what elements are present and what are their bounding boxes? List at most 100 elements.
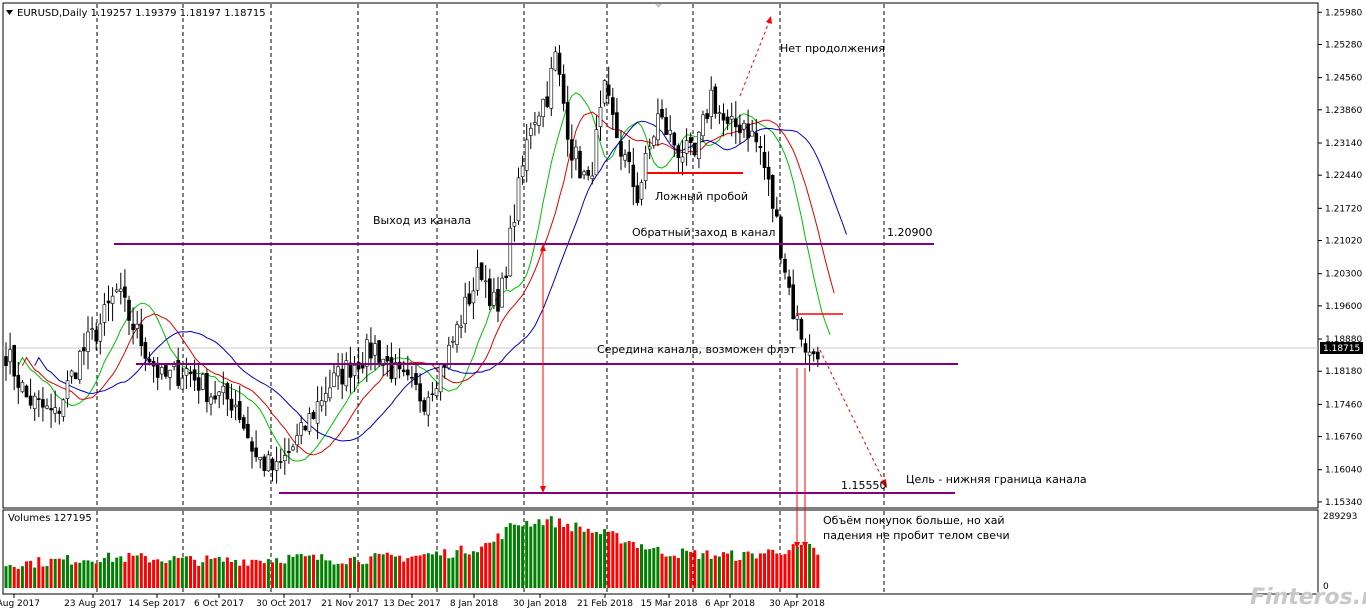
- volume-bar: [291, 556, 295, 588]
- volume-bar: [205, 555, 209, 588]
- volume-bar: [623, 542, 627, 588]
- volume-bar: [189, 556, 192, 588]
- volume-bar: [730, 550, 734, 588]
- volume-bar: [176, 557, 180, 588]
- volume-bar: [365, 563, 369, 588]
- candle: [65, 370, 70, 408]
- false-breakout-label: Ложный пробой: [655, 190, 748, 203]
- candle: [643, 145, 648, 190]
- volume-bar: [754, 558, 758, 588]
- volume-bar: [353, 556, 356, 588]
- candle: [504, 266, 509, 290]
- volume-bar: [41, 566, 45, 588]
- volume-bar: [90, 561, 94, 588]
- candle: [746, 109, 750, 152]
- candle: [451, 336, 455, 348]
- volume-bar: [193, 559, 197, 588]
- candle: [73, 372, 78, 380]
- return-to-channel-label: Обратный заход в канал: [632, 226, 775, 239]
- candle: [57, 407, 62, 425]
- symbol-menu-icon[interactable]: [6, 10, 13, 15]
- price-tick-label: 1.18880: [1325, 335, 1362, 345]
- candle: [565, 85, 570, 157]
- candle: [389, 342, 394, 383]
- volume-bar: [12, 566, 16, 588]
- volume-bar: [74, 562, 78, 588]
- volume-bar: [119, 556, 123, 588]
- candle: [418, 373, 422, 413]
- candle: [627, 139, 632, 174]
- volume-bar: [266, 559, 270, 588]
- candle: [578, 145, 582, 179]
- price-tick-label: 1.23140: [1325, 139, 1362, 149]
- volumes-header: Volumes 127195: [8, 513, 92, 524]
- volume-bar: [562, 526, 566, 588]
- volume-bar: [430, 554, 434, 588]
- volume-bar: [156, 559, 160, 588]
- volume-bar: [640, 544, 643, 588]
- candle: [8, 332, 12, 375]
- candle: [738, 114, 742, 145]
- price-tick-label: 1.16040: [1325, 466, 1362, 476]
- time-tick-label: 30 Oct 2017: [256, 599, 312, 609]
- watermark: Finteros.ru: [1250, 585, 1366, 610]
- volume-bar: [201, 562, 205, 588]
- candle: [246, 406, 250, 439]
- volume-bar: [139, 553, 143, 588]
- candle: [647, 138, 652, 160]
- volume-bar: [86, 560, 90, 588]
- price-tick-label: 1.16760: [1325, 433, 1362, 443]
- candle: [721, 103, 726, 137]
- candle: [434, 381, 439, 399]
- volume-bar: [705, 550, 709, 588]
- volume-bar: [804, 543, 807, 588]
- volume-bar: [787, 550, 791, 588]
- candle: [606, 66, 611, 105]
- volume-bar: [20, 566, 24, 588]
- candle: [188, 365, 193, 388]
- price-tick-label: 1.22440: [1325, 171, 1362, 181]
- time-tick-label: 15 Mar 2018: [640, 599, 697, 609]
- volume-bar: [53, 558, 57, 588]
- candle: [237, 385, 242, 424]
- volume-bar: [389, 554, 393, 588]
- candle: [520, 155, 525, 185]
- volume-bar: [471, 551, 475, 588]
- volume-bar: [316, 559, 320, 588]
- candle: [16, 361, 21, 405]
- candle: [766, 151, 771, 196]
- candle: [758, 136, 763, 165]
- volume-bar: [143, 556, 147, 588]
- time-tick-label: 8 Jan 2018: [450, 599, 498, 609]
- volume-bars: [4, 516, 820, 588]
- volume-bar: [685, 550, 689, 588]
- volume-bar: [418, 555, 422, 588]
- volume-bar: [451, 557, 455, 588]
- price-tick-label: 1.19600: [1325, 302, 1362, 312]
- candle: [278, 448, 283, 469]
- current-price-label: 1.18715: [1323, 344, 1360, 354]
- volume-note-line-2: падения не пробит телом свечи: [823, 529, 1010, 542]
- candle: [69, 369, 74, 384]
- volume-bar: [49, 558, 53, 588]
- candle: [336, 352, 340, 390]
- candle: [688, 132, 693, 156]
- candle: [475, 249, 480, 296]
- time-tick-label: 6 Apr 2018: [705, 599, 755, 609]
- candle: [619, 130, 623, 171]
- volume-bar: [295, 554, 299, 588]
- price-tick-label: 1.20300: [1325, 270, 1362, 280]
- volume-bar: [102, 557, 106, 588]
- level-top-label: 1.20900: [887, 226, 933, 239]
- volume-bar: [410, 556, 414, 588]
- candle: [307, 407, 312, 435]
- candle: [541, 98, 545, 128]
- time-tick-label: 23 Aug 2017: [64, 599, 122, 609]
- volume-bar: [406, 558, 410, 588]
- candle: [102, 292, 107, 336]
- volume-scale-max: 289293: [1323, 512, 1357, 522]
- volume-bar: [771, 549, 775, 588]
- volume-bar: [148, 562, 151, 588]
- candle: [270, 457, 275, 482]
- volume-bar: [693, 550, 697, 588]
